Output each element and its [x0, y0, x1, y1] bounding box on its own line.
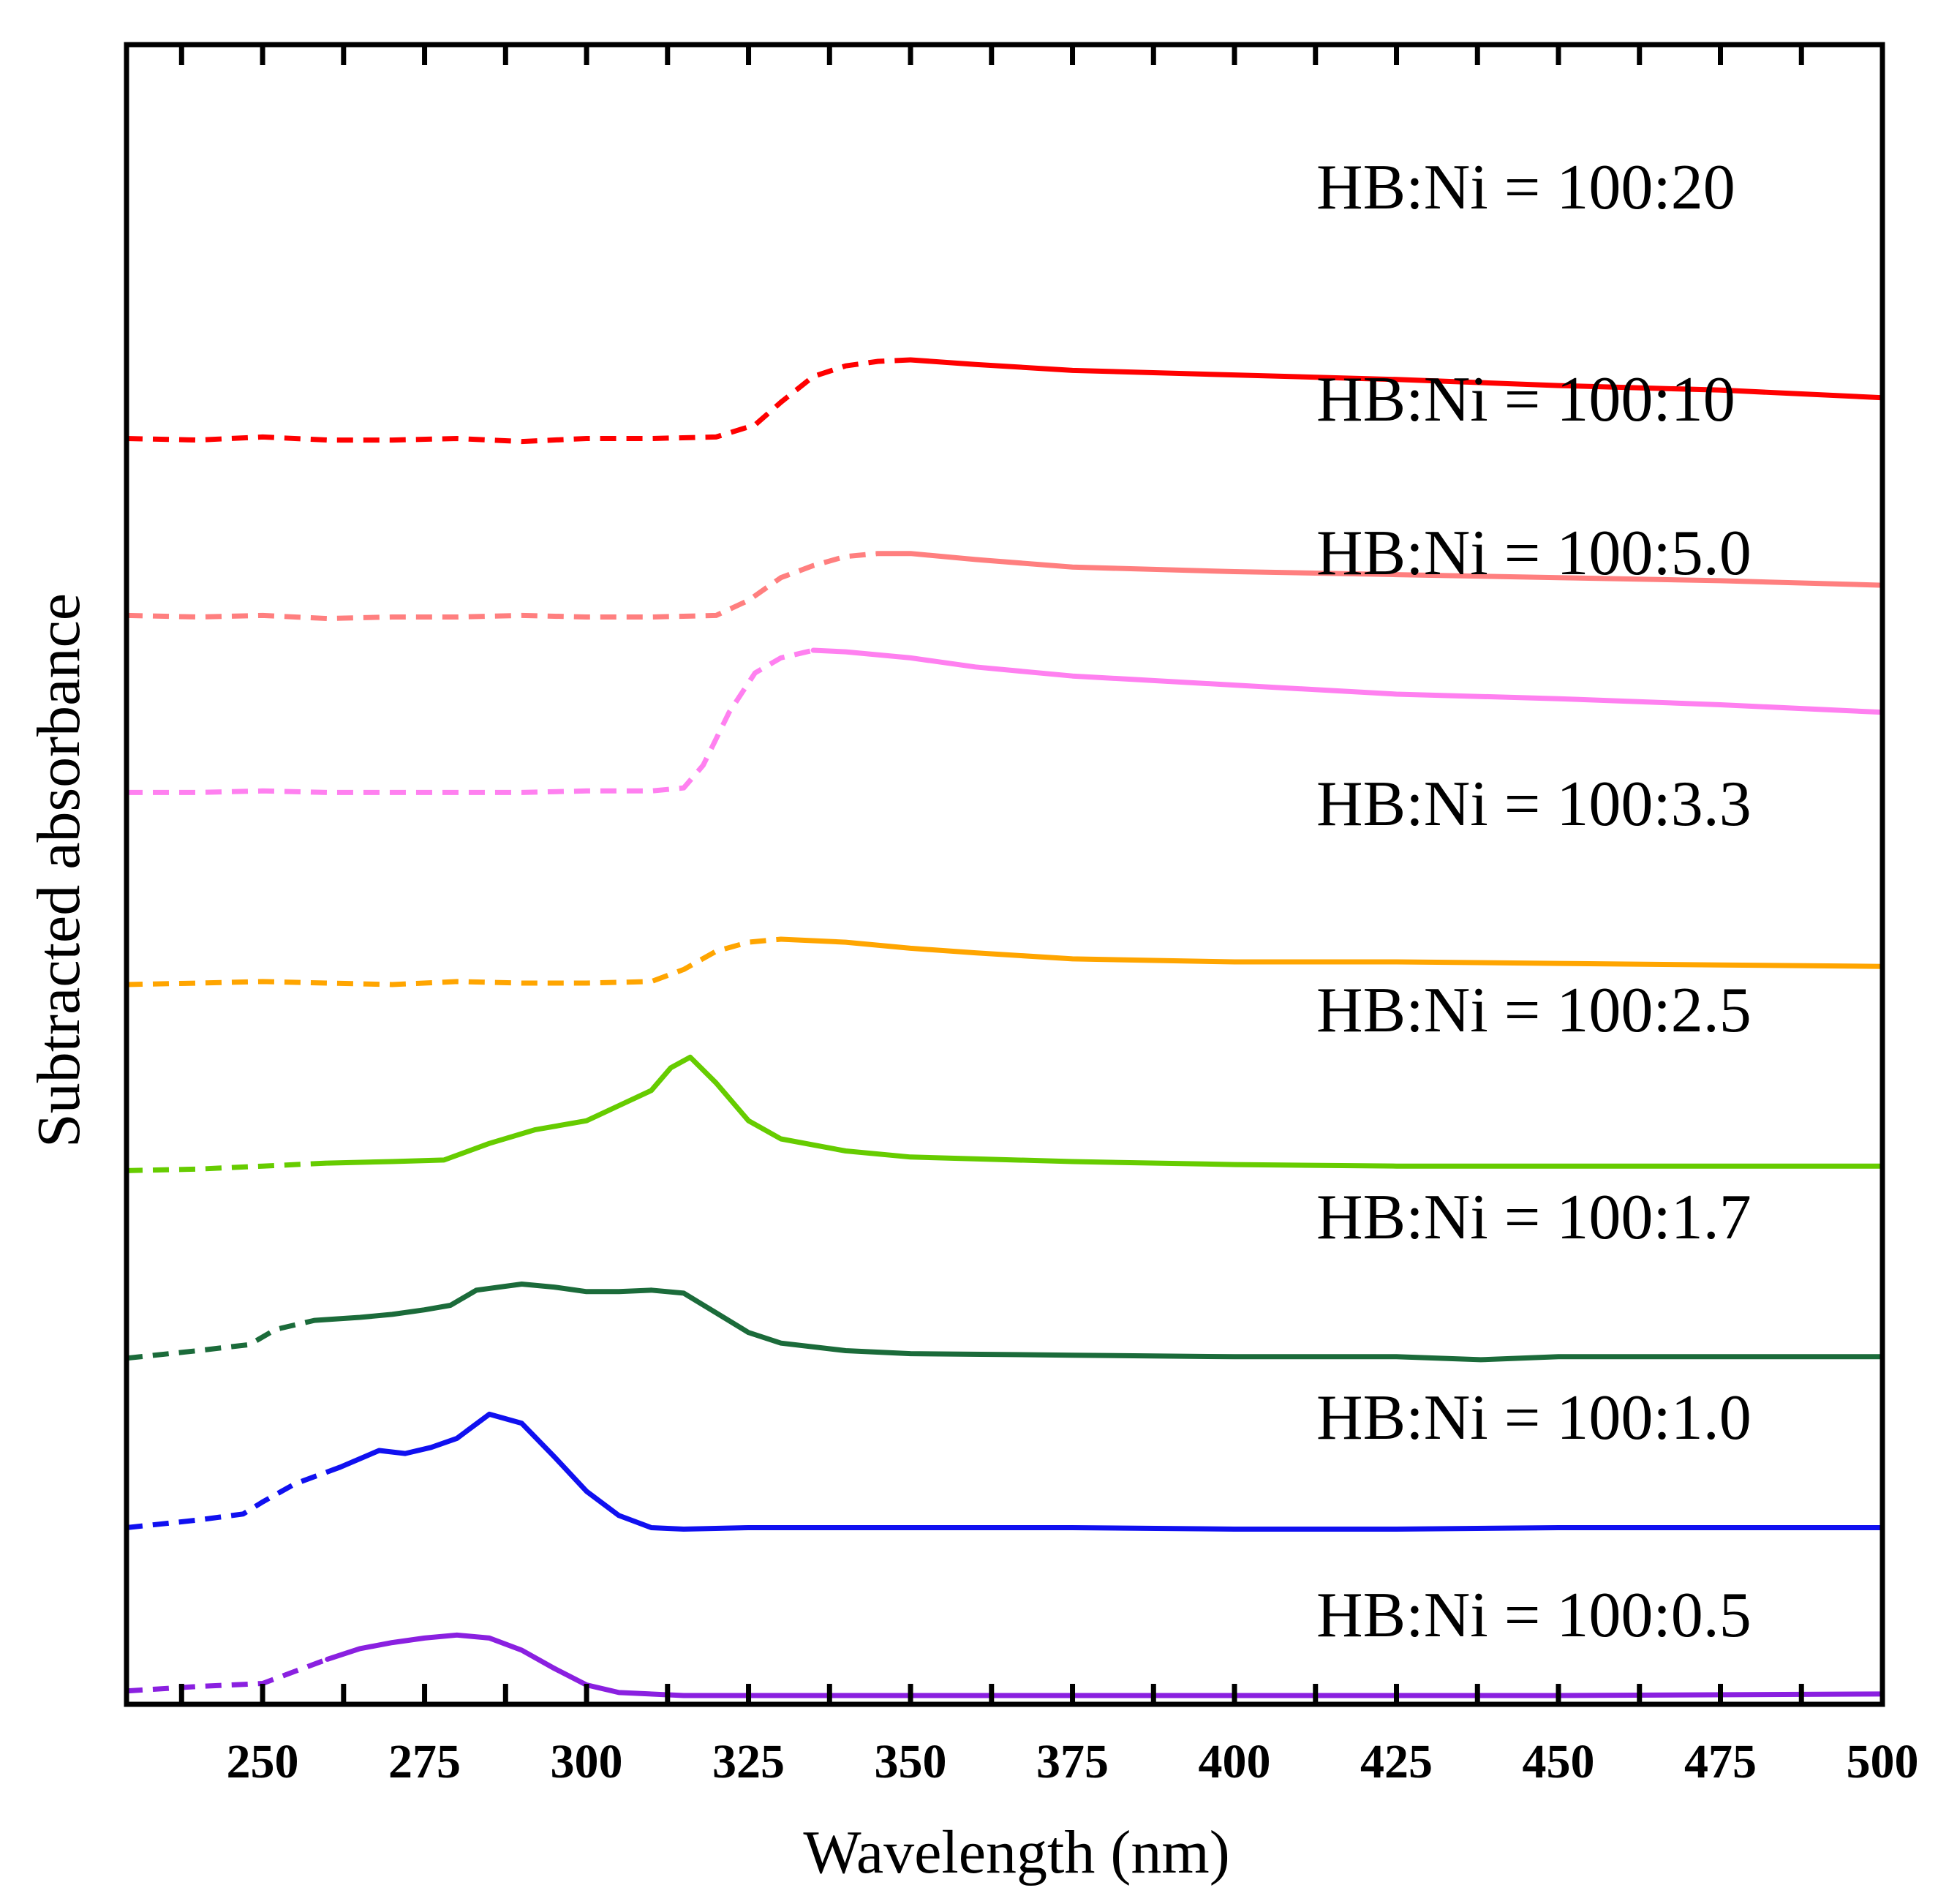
x-tick-label: 300 [551, 1735, 623, 1788]
series-label: HB:Ni = 100:0.5 [1316, 1580, 1752, 1651]
series-label: HB:Ni = 100:1.0 [1316, 1382, 1752, 1453]
x-tick-label: 350 [875, 1735, 947, 1788]
series-label: HB:Ni = 100:2.5 [1316, 975, 1752, 1046]
x-tick-label: 250 [227, 1735, 299, 1788]
series-line-7 [325, 1632, 1885, 1698]
x-axis-title: Wavelength (nm) [803, 1818, 1229, 1886]
series-line-2 [810, 647, 1885, 715]
series-line-5 [312, 1282, 1885, 1363]
series-line-3 [778, 936, 1885, 969]
series-line-1 [875, 551, 1885, 588]
x-tick-label: 400 [1199, 1735, 1271, 1788]
x-tick-label: 375 [1036, 1735, 1109, 1788]
series-label: HB:Ni = 100:20 [1316, 152, 1735, 223]
series-label: HB:Ni = 100:1.7 [1316, 1182, 1752, 1253]
series-line-dashed-0 [126, 357, 911, 445]
series-label: HB:Ni = 100:3.3 [1316, 769, 1752, 840]
y-axis-title: Subtracted absorbance [25, 593, 93, 1148]
series-labels: HB:Ni = 100:20 HB:Ni = 100:10 HB:Ni = 100:… [1316, 152, 1752, 1651]
plot-frame [124, 42, 1885, 1707]
x-axis-tick-labels: 250 275 300 325 350 375 400 425 450 475 500 [227, 1735, 1919, 1788]
series-line-dashed-5 [126, 1317, 315, 1361]
series-line-dashed-7 [126, 1657, 328, 1694]
series-line-dashed-1 [126, 551, 879, 622]
x-tick-label: 425 [1360, 1735, 1433, 1788]
series-curves [126, 357, 1885, 1698]
x-tick-label: 475 [1684, 1735, 1757, 1788]
series-line-dashed-2 [127, 647, 814, 795]
series-line-dashed-4 [126, 1160, 328, 1173]
series-label: HB:Ni = 100:5.0 [1316, 518, 1752, 589]
series-line-4 [325, 1054, 1885, 1169]
x-axis-ticks [178, 45, 1885, 1704]
x-tick-label: 275 [388, 1735, 461, 1788]
x-tick-label: 500 [1847, 1735, 1919, 1788]
series-line-0 [908, 357, 1885, 401]
x-tick-label: 450 [1523, 1735, 1595, 1788]
series-line-dashed-3 [126, 936, 782, 987]
x-tick-label: 325 [712, 1735, 785, 1788]
series-label: HB:Ni = 100:10 [1316, 364, 1735, 435]
series-line-6 [337, 1411, 1885, 1532]
series-line-dashed-6 [126, 1464, 342, 1530]
